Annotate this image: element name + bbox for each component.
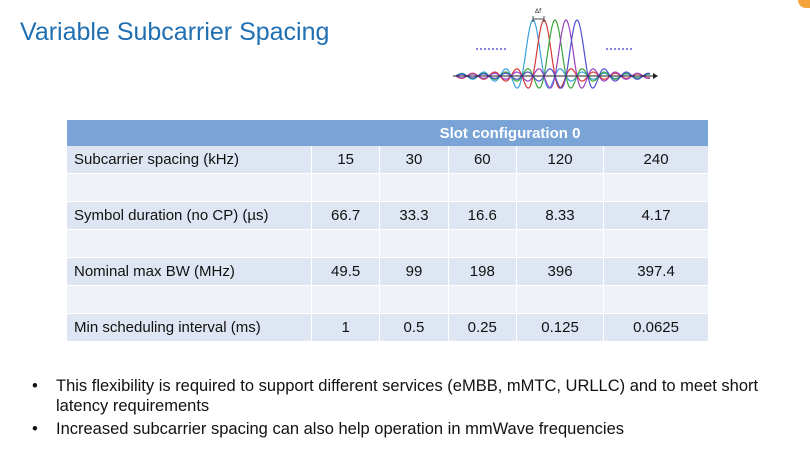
- table-cell: 16.6: [448, 202, 517, 230]
- table-cell: 15: [312, 146, 381, 174]
- delta-f-label: Δf: [535, 8, 542, 15]
- table-cell: 30: [380, 146, 449, 174]
- table-cell: 0.25: [448, 314, 517, 342]
- table-cell: 1: [312, 314, 381, 342]
- slide-title: Variable Subcarrier Spacing: [20, 18, 330, 46]
- table-cell: 397.4: [604, 258, 708, 286]
- row-label: Subcarrier spacing (kHz): [67, 146, 312, 174]
- table-cell: 8.33: [516, 202, 605, 230]
- corner-decoration: [798, 0, 810, 8]
- bullet-item: • Increased subcarrier spacing can also …: [32, 419, 802, 439]
- row-label: Nominal max BW (MHz): [67, 258, 312, 286]
- bullet-text: This flexibility is required to support …: [56, 377, 759, 415]
- row-label: Symbol duration (no CP) (µs): [67, 202, 312, 230]
- table-cell: 49.5: [312, 258, 381, 286]
- bullet-item: • This flexibility is required to suppor…: [32, 376, 802, 416]
- table-row: Symbol duration (no CP) (µs) 66.7 33.3 1…: [67, 202, 708, 230]
- bullet-dot-icon: •: [32, 420, 38, 438]
- table-cell: 120: [516, 146, 605, 174]
- spacer-row: [67, 174, 708, 202]
- row-label: Min scheduling interval (ms): [67, 314, 312, 342]
- table-header-blank: [67, 120, 312, 146]
- table-row: Min scheduling interval (ms) 1 0.5 0.25 …: [67, 314, 708, 342]
- table-cell: 198: [448, 258, 517, 286]
- subcarrier-wave-4: [455, 19, 651, 89]
- table-cell: 66.7: [312, 202, 381, 230]
- table-cell: 60: [448, 146, 517, 174]
- table-row: Nominal max BW (MHz) 49.5 99 198 396 397…: [67, 258, 708, 286]
- spacer-row: [67, 230, 708, 258]
- table-cell: 396: [516, 258, 605, 286]
- table-cell: 99: [380, 258, 449, 286]
- subcarrier-table: Slot configuration 0 Subcarrier spacing …: [67, 120, 708, 342]
- table-row: Subcarrier spacing (kHz) 15 30 60 120 24…: [67, 146, 708, 174]
- bullet-text: Increased subcarrier spacing can also he…: [56, 420, 625, 438]
- table-header: Slot configuration 0: [312, 120, 708, 146]
- ofdm-subcarrier-waveforms-icon: Δf: [453, 8, 658, 89]
- table-cell: 240: [604, 146, 708, 174]
- table-cell: 4.17: [604, 202, 708, 230]
- bullet-dot-icon: •: [32, 377, 38, 395]
- spacer-row: [67, 286, 708, 314]
- bullet-list: • This flexibility is required to suppor…: [32, 376, 802, 442]
- table-cell: 0.125: [516, 314, 605, 342]
- table-cell: 33.3: [380, 202, 449, 230]
- table-cell: 0.0625: [604, 314, 708, 342]
- table-cell: 0.5: [380, 314, 449, 342]
